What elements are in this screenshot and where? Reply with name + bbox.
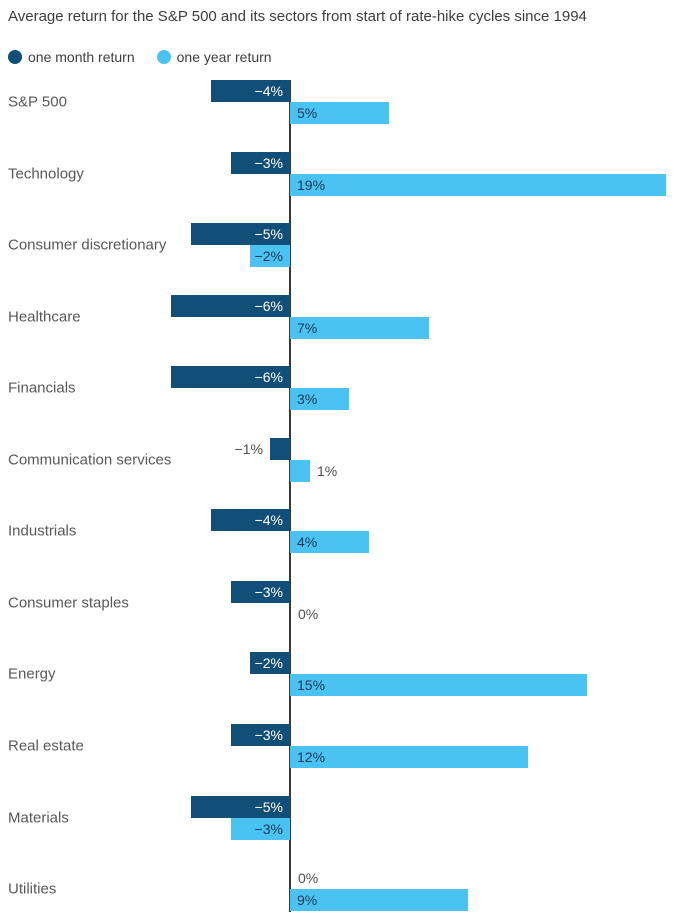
bar-value-label: 9%	[297, 892, 318, 908]
bar-value-label: 15%	[297, 677, 326, 693]
category-label: Materials	[8, 809, 69, 827]
bar-one-year-return: 12%	[290, 746, 528, 768]
bar-value-label: 0%	[298, 606, 319, 622]
bar-value-label: −4%	[254, 83, 283, 99]
bar-one-month-return: −4%	[211, 509, 290, 531]
category-label: Real estate	[8, 737, 84, 755]
bar-one-year-return: 9%	[290, 889, 468, 911]
legend-item-one-month: one month return	[8, 49, 135, 65]
category-label: Energy	[8, 665, 56, 683]
bar-group: Healthcare −6% 7%	[0, 295, 692, 339]
bar-value-label: 7%	[297, 320, 318, 336]
legend-label-one-year: one year return	[176, 49, 272, 65]
bar-chart: S&P 500 −4% 5% Technology −3% 19% Consumer dis…	[0, 80, 692, 917]
bar-value-label: −4%	[254, 512, 283, 528]
zero-axis-line	[289, 80, 291, 912]
category-label: Utilities	[8, 880, 57, 898]
legend-label-one-month: one month return	[28, 49, 135, 65]
bar-value-label: −3%	[254, 821, 283, 837]
bar-value-label: −2%	[254, 248, 283, 264]
bar-one-month-return: −6%	[171, 366, 290, 388]
bar-group: Financials −6% 3%	[0, 366, 692, 410]
bar-value-label: −5%	[254, 799, 283, 815]
bar-one-year-return: 19%	[290, 174, 666, 196]
bar-value-label: −6%	[254, 298, 283, 314]
category-label: S&P 500	[8, 93, 67, 111]
category-label: Consumer staples	[8, 594, 129, 612]
bar-value-label: −3%	[254, 155, 283, 171]
category-label: Healthcare	[8, 308, 81, 326]
bar-value-label: −6%	[254, 369, 283, 385]
bar-one-month-return: −3%	[231, 152, 290, 174]
bar-one-month-return: −5%	[191, 796, 290, 818]
bar-value-label: −1%	[234, 441, 263, 457]
bar-group: Materials −5% −3%	[0, 796, 692, 840]
one-month-return-swatch-icon	[8, 50, 22, 64]
bar-one-month-return: −3%	[231, 724, 290, 746]
bar-value-label: 0%	[298, 870, 319, 886]
one-year-return-swatch-icon	[156, 50, 171, 64]
bar-value-label: 3%	[297, 391, 318, 407]
bar-one-year-return: 3%	[290, 388, 349, 410]
bar-one-year-return: 15%	[290, 674, 587, 696]
category-label: Financials	[8, 379, 76, 397]
bar-value-label: −3%	[254, 727, 283, 743]
bar-group: Industrials −4% 4%	[0, 509, 692, 553]
bar-group: Technology −3% 19%	[0, 152, 692, 196]
bar-value-label: 12%	[297, 749, 326, 765]
bar-one-month-return: −3%	[231, 581, 290, 603]
bar-value-label: 1%	[317, 463, 338, 479]
bar-one-year-return: 5%	[290, 102, 389, 124]
bar-group: Consumer discretionary −5% −2%	[0, 223, 692, 267]
legend: one month return one year return	[8, 49, 272, 65]
category-label: Communication services	[8, 451, 172, 469]
bar-value-label: 19%	[297, 177, 326, 193]
bar-value-label: 5%	[297, 105, 318, 121]
bar-one-month-return	[270, 438, 290, 460]
legend-item-one-year: one year return	[156, 49, 272, 65]
bar-one-year-return: 4%	[290, 531, 369, 553]
bar-one-month-return: −5%	[191, 223, 290, 245]
bar-group: S&P 500 −4% 5%	[0, 80, 692, 124]
bar-group: Communication services −1% 1%	[0, 438, 692, 482]
bar-one-year-return	[290, 460, 310, 482]
bar-value-label: −2%	[254, 655, 283, 671]
bar-group: Energy −2% 15%	[0, 652, 692, 696]
bar-value-label: −3%	[254, 584, 283, 600]
category-label: Technology	[8, 165, 84, 183]
chart-title: Average return for the S&P 500 and its s…	[8, 8, 587, 25]
bar-group: Consumer staples −3% 0%	[0, 581, 692, 625]
bar-one-month-return: −2%	[250, 652, 290, 674]
category-label: Consumer discretionary	[8, 236, 167, 254]
bar-group: Utilities 0% 9%	[0, 867, 692, 911]
bar-one-month-return: −6%	[171, 295, 290, 317]
bar-one-month-return: −4%	[211, 80, 290, 102]
bar-value-label: 4%	[297, 534, 318, 550]
bar-one-year-return: 7%	[290, 317, 429, 339]
bar-value-label: −5%	[254, 226, 283, 242]
bar-one-year-return: −2%	[250, 245, 290, 267]
category-label: Industrials	[8, 522, 77, 540]
bar-group: Real estate −3% 12%	[0, 724, 692, 768]
bar-one-year-return: −3%	[231, 818, 290, 840]
